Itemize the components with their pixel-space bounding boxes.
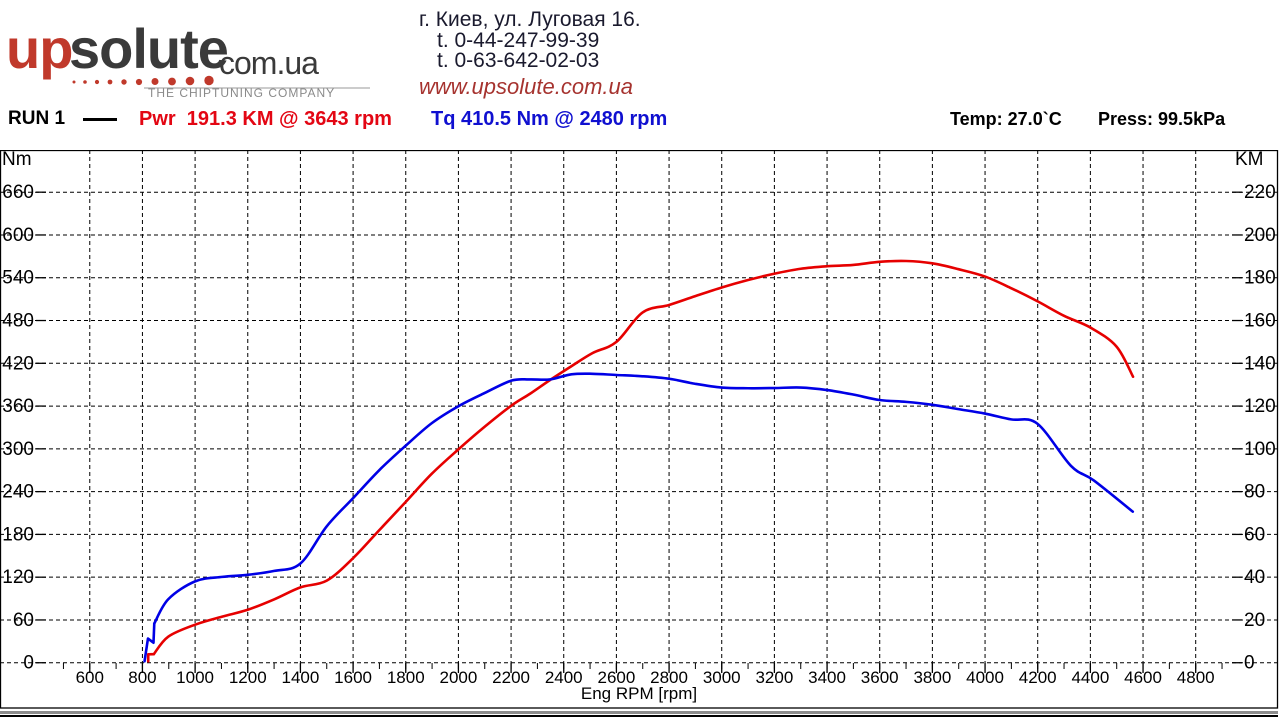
svg-text:com.ua: com.ua xyxy=(219,45,319,81)
svg-text:0: 0 xyxy=(1244,653,1255,674)
svg-text:300: 300 xyxy=(2,439,34,460)
svg-text:Nm: Nm xyxy=(2,150,32,170)
svg-text:THE CHIPTUNING COMPANY: THE CHIPTUNING COMPANY xyxy=(148,86,335,100)
svg-text:120: 120 xyxy=(2,567,34,588)
svg-text:660: 660 xyxy=(2,182,34,203)
svg-text:KM: KM xyxy=(1235,150,1264,170)
svg-text:180: 180 xyxy=(1244,268,1276,289)
svg-text:200: 200 xyxy=(1244,225,1276,246)
svg-text:60: 60 xyxy=(13,610,34,631)
svg-text:80: 80 xyxy=(1244,482,1265,503)
svg-text:60: 60 xyxy=(1244,524,1265,545)
svg-text:180: 180 xyxy=(2,524,34,545)
svg-text:540: 540 xyxy=(2,268,34,289)
svg-text:140: 140 xyxy=(1244,353,1276,374)
svg-text:120: 120 xyxy=(1244,396,1276,417)
svg-text:solute: solute xyxy=(69,17,228,80)
svg-text:360: 360 xyxy=(2,396,34,417)
svg-text:240: 240 xyxy=(2,482,34,503)
svg-text:40: 40 xyxy=(1244,567,1265,588)
svg-text:20: 20 xyxy=(1244,610,1265,631)
svg-text:100: 100 xyxy=(1244,439,1276,460)
svg-text:420: 420 xyxy=(2,353,34,374)
svg-text:up: up xyxy=(6,17,72,80)
svg-text:480: 480 xyxy=(2,311,34,332)
svg-text:160: 160 xyxy=(1244,311,1276,332)
svg-text:600: 600 xyxy=(2,225,34,246)
svg-text:220: 220 xyxy=(1244,182,1276,203)
svg-text:0: 0 xyxy=(23,653,34,674)
